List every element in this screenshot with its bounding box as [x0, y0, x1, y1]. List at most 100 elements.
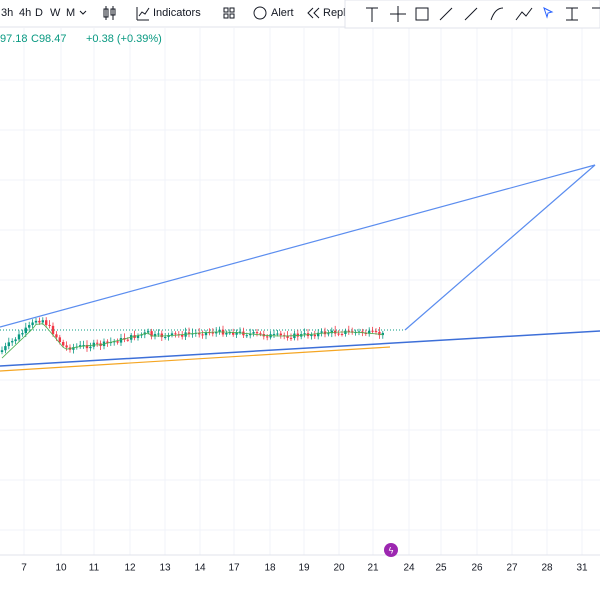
candle-body	[51, 325, 55, 335]
candle-body	[140, 334, 143, 336]
candle-body	[238, 331, 242, 333]
candle-body	[218, 329, 221, 332]
x-axis-label: 25	[435, 563, 447, 574]
x-axis-label: 10	[55, 563, 67, 574]
candle-body	[340, 333, 344, 335]
candle-body	[181, 334, 184, 337]
candle-body	[361, 331, 364, 334]
candle-body	[170, 333, 174, 335]
drawing-toolbar	[344, 0, 600, 29]
x-axis-label: 31	[576, 563, 588, 574]
drawing-tools[interactable]	[366, 6, 600, 22]
x-axis-labels: 7 10 11 12 13 14 17 18 19 20 21 24 25 26 27 28 31	[21, 563, 588, 574]
candle-body	[65, 345, 68, 348]
candle-body	[14, 339, 17, 342]
interval[interactable]: 4h	[19, 7, 31, 19]
x-axis-label: 24	[403, 563, 415, 574]
candle-body	[215, 331, 218, 334]
candle-body	[106, 341, 109, 343]
alert-button[interactable]: Alert	[271, 7, 294, 19]
candle-body	[204, 332, 208, 336]
candle-body	[303, 333, 306, 335]
chart-type-icon[interactable]	[103, 6, 116, 20]
candle-body	[4, 346, 7, 351]
candle-body	[62, 342, 65, 346]
candle-body	[201, 334, 204, 336]
candle-body	[96, 342, 99, 344]
candle-body	[225, 332, 228, 335]
candle-body	[330, 330, 333, 334]
interval[interactable]: W	[50, 7, 61, 19]
candle-body	[228, 332, 231, 334]
legend-low: 97.18	[0, 33, 28, 45]
candle-body	[272, 333, 276, 335]
vertical-grid	[23, 28, 583, 555]
candle-body	[82, 344, 85, 346]
x-axis-label: 20	[333, 563, 345, 574]
candle-body	[24, 327, 27, 334]
templates-icon[interactable]	[223, 7, 235, 19]
candle-body	[11, 341, 14, 343]
candle-body	[136, 335, 140, 339]
candle-body	[160, 333, 163, 338]
candle-body	[147, 331, 150, 333]
x-axis-label: 14	[194, 563, 206, 574]
candle-body	[337, 333, 340, 335]
candle-body	[371, 330, 374, 332]
candle-body	[286, 335, 289, 338]
alert-icon[interactable]	[253, 6, 267, 20]
x-axis-label: 7	[21, 563, 27, 574]
indicators-button[interactable]: Indicators	[153, 7, 201, 19]
candle-body	[327, 333, 330, 335]
candle-body	[320, 331, 323, 333]
candle-body	[364, 333, 367, 335]
grid	[0, 79, 600, 531]
candle-body	[310, 334, 313, 337]
candle-body	[255, 332, 259, 334]
candle-body	[28, 325, 31, 328]
candle-body	[21, 333, 24, 335]
candle-body	[164, 336, 167, 338]
candle-body	[232, 332, 235, 335]
x-axis-label: 26	[471, 563, 483, 574]
x-axis-label: 19	[298, 563, 310, 574]
candle-body	[157, 333, 160, 335]
candle-body	[85, 344, 89, 349]
interval[interactable]: 3h	[1, 7, 13, 19]
candle-body	[116, 341, 119, 343]
x-axis-label: 18	[264, 563, 276, 574]
candle-body	[381, 332, 384, 336]
candle-body	[252, 332, 255, 334]
candle-body	[153, 334, 157, 337]
candle-body	[174, 333, 177, 335]
candle-body	[17, 334, 21, 340]
x-axis-label: 11	[89, 563, 100, 574]
candle-body	[198, 332, 201, 335]
interval[interactable]: M	[66, 7, 75, 19]
candle-body	[34, 320, 38, 323]
candle-body	[150, 331, 153, 337]
event-icon-glyph: ϟ	[389, 545, 394, 555]
indicators-icon[interactable]	[136, 7, 150, 21]
candle-body	[245, 335, 248, 337]
interval[interactable]: D	[35, 7, 43, 19]
candle-body	[289, 337, 293, 339]
candle-body	[347, 330, 350, 332]
support-line	[0, 330, 600, 367]
moving-average-orange	[0, 346, 391, 372]
dropdown[interactable]	[79, 10, 87, 15]
candle-body	[41, 320, 44, 323]
candle-body	[58, 337, 61, 343]
replay-icon[interactable]	[307, 7, 320, 19]
candle-body	[378, 331, 381, 336]
candle-body	[279, 333, 282, 336]
event-icon[interactable]	[384, 543, 398, 557]
candle-body	[259, 333, 262, 335]
candle-body	[211, 332, 214, 334]
candle-body	[187, 332, 191, 334]
candle-body	[38, 320, 41, 323]
candle-body	[72, 347, 75, 350]
legend-close: C98.47	[31, 33, 66, 45]
x-axis-label: 21	[367, 563, 379, 574]
